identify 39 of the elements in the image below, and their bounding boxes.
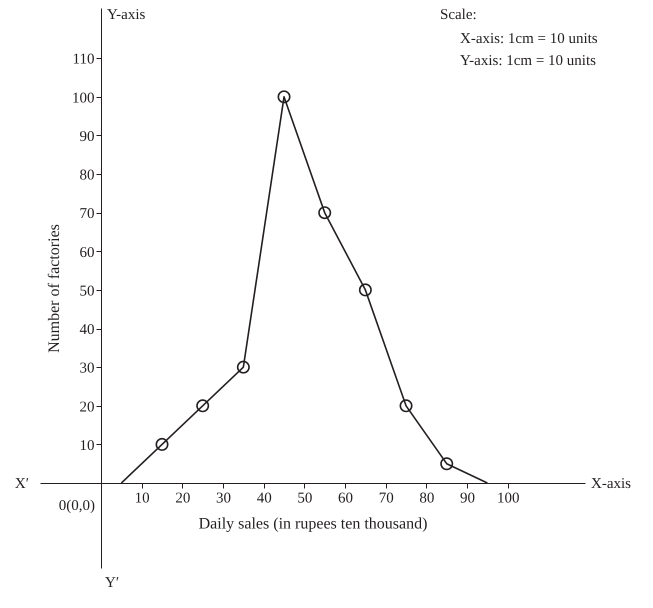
y-tick-label: 80	[80, 168, 95, 184]
annotation: Y-axis	[107, 7, 146, 23]
text: X′	[14, 476, 30, 492]
y-tick-label: 60	[80, 244, 95, 261]
annotation: Y-axis: 1cm = 10 units	[460, 53, 596, 69]
point	[278, 90, 291, 104]
x-tick-label: 30	[216, 490, 232, 507]
y-axis-title: Number of factories	[46, 224, 64, 353]
point	[196, 399, 210, 412]
x-axis-title: Daily sales (in rupees ten thousand)	[198, 516, 428, 533]
y-tick-label: 100	[72, 90, 95, 106]
x-tick-label: 10	[134, 490, 150, 507]
annotation: Scale:	[440, 7, 477, 23]
x-tick-label: 20	[175, 490, 190, 507]
y-tick-label: 10	[80, 438, 95, 454]
y-tick-label: 50	[80, 283, 95, 300]
point	[156, 438, 169, 451]
y-tick-label: 30	[80, 360, 95, 377]
x-tick-label: 70	[378, 490, 394, 507]
x-tick-label: 40	[256, 490, 272, 507]
text: X-axis	[591, 476, 632, 492]
point	[236, 360, 250, 374]
x-tick-label: 50	[297, 490, 312, 507]
x-tick-label: 100	[496, 490, 520, 507]
x-tick-label: 60	[338, 490, 354, 507]
y-tick-label: 20	[80, 399, 95, 416]
y-tick-label: 40	[80, 322, 95, 338]
annotation: 0(0,0)	[58, 498, 96, 514]
y-tick-label: 110	[72, 52, 95, 68]
y-tick-label: 90	[80, 128, 95, 145]
y-tick-label: 70	[80, 206, 95, 222]
text: Y′	[105, 575, 120, 591]
annotation: X-axis: 1cm = 10 units	[460, 31, 598, 47]
x-tick-label: 80	[419, 490, 434, 507]
point	[318, 206, 332, 220]
point	[400, 399, 413, 412]
x-tick-label: 90	[460, 490, 476, 507]
point	[440, 457, 454, 470]
point	[358, 283, 372, 296]
